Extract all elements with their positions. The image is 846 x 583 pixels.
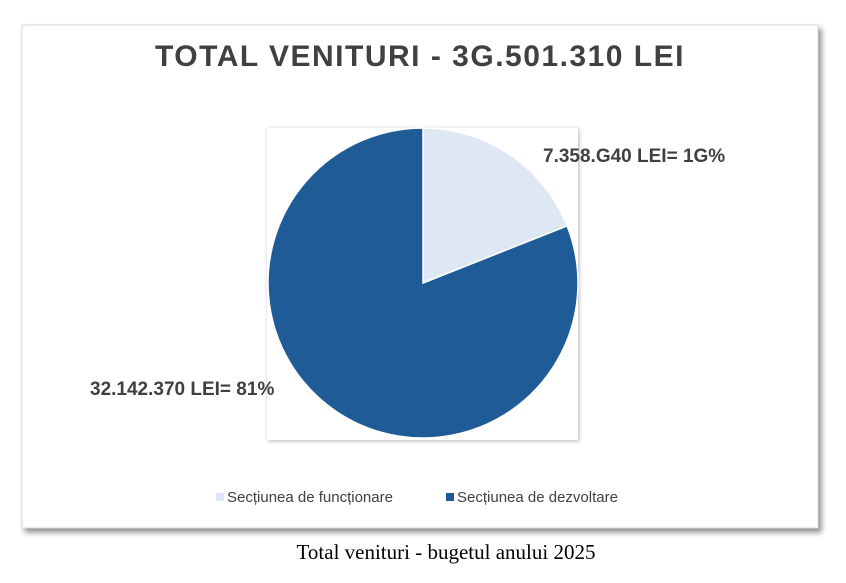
legend-label: Secțiunea de funcționare xyxy=(227,489,393,506)
legend-label: Secțiunea de dezvoltare xyxy=(457,489,618,506)
data-label: 32.142.370 LEI= 81% xyxy=(90,379,274,400)
legend-swatch xyxy=(216,493,224,501)
data-label: 7.358.G40 LEI= 1G% xyxy=(543,146,725,167)
chart-title: TOTAL VENITURI - 3G.501.310 LEI xyxy=(155,40,685,73)
pie xyxy=(267,127,579,439)
pie-slice xyxy=(422,127,569,285)
caption: Total venituri - bugetul anului 2025 xyxy=(297,540,596,564)
legend-swatch xyxy=(446,493,454,501)
pie-slice xyxy=(267,127,579,439)
